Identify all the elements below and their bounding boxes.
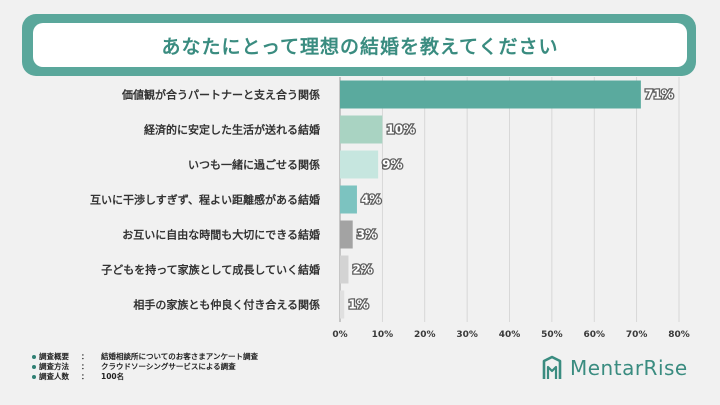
title-box: あなたにとって理想の結婚を教えてください xyxy=(33,23,687,67)
x-tick-label: 30% xyxy=(456,330,478,340)
bar xyxy=(340,80,641,109)
bullet-icon xyxy=(32,355,36,359)
note-colon: ： xyxy=(81,352,89,361)
note-row: 調査概要 ： 結婚相談所についてのお客さまアンケート調査 xyxy=(32,352,258,362)
value-label: 2% xyxy=(352,263,372,277)
bar xyxy=(340,150,379,179)
category-label: 価値観が合うパートナーと支え合う関係 xyxy=(121,88,320,102)
note-row: 調査人数 ： 100名 xyxy=(32,372,258,382)
bar xyxy=(340,290,345,319)
value-label: 1% xyxy=(348,298,368,312)
x-tick-label: 20% xyxy=(414,330,436,340)
bar xyxy=(340,220,353,249)
note-key: 調査方法 xyxy=(39,362,69,371)
x-tick-label: 40% xyxy=(499,330,521,340)
logo-text: MentarRise xyxy=(570,356,688,380)
value-label: 71% xyxy=(645,88,674,102)
note-value: クラウドソーシングサービスによる調査 xyxy=(101,362,236,371)
logo: MentarRise xyxy=(540,355,688,381)
value-label: 3% xyxy=(357,228,377,242)
page-title: あなたにとって理想の結婚を教えてください xyxy=(161,35,559,58)
note-value: 100名 xyxy=(101,372,125,381)
note-colon: ： xyxy=(81,362,89,371)
value-label: 10% xyxy=(386,123,415,137)
bar xyxy=(340,255,349,284)
value-label: 4% xyxy=(361,193,381,207)
category-label: 互いに干渉しすぎず、程よい距離感がある結婚 xyxy=(90,193,320,207)
category-label: いつも一緒に過ごせる関係 xyxy=(188,158,320,172)
note-key: 調査概要 xyxy=(39,352,69,361)
bar xyxy=(340,185,357,214)
x-tick-label: 60% xyxy=(583,330,605,340)
note-key: 調査人数 xyxy=(39,372,69,381)
x-tick-label: 10% xyxy=(372,330,394,340)
x-tick-label: 70% xyxy=(626,330,648,340)
category-label: お互いに自由な時間も大切にできる結婚 xyxy=(122,228,320,242)
x-tick-label: 80% xyxy=(668,330,690,340)
category-label: 子どもを持って家族として成長していく結婚 xyxy=(101,263,320,277)
note-row: 調査方法 ： クラウドソーシングサービスによる調査 xyxy=(32,362,258,372)
x-tick-label: 50% xyxy=(541,330,563,340)
bullet-icon xyxy=(32,375,36,379)
mentarrise-logo-icon xyxy=(542,355,562,379)
x-tick-label: 0% xyxy=(332,330,347,340)
value-label: 9% xyxy=(382,158,402,172)
bullet-icon xyxy=(32,365,36,369)
bar xyxy=(340,115,383,144)
category-label: 相手の家族とも仲良く付き合える関係 xyxy=(133,298,320,312)
note-colon: ： xyxy=(81,372,89,381)
note-value: 結婚相談所についてのお客さまアンケート調査 xyxy=(101,352,258,361)
category-label: 経済的に安定した生活が送れる結婚 xyxy=(144,123,320,137)
survey-notes: 調査概要 ： 結婚相談所についてのお客さまアンケート調査 調査方法 ： クラウド… xyxy=(32,352,258,382)
